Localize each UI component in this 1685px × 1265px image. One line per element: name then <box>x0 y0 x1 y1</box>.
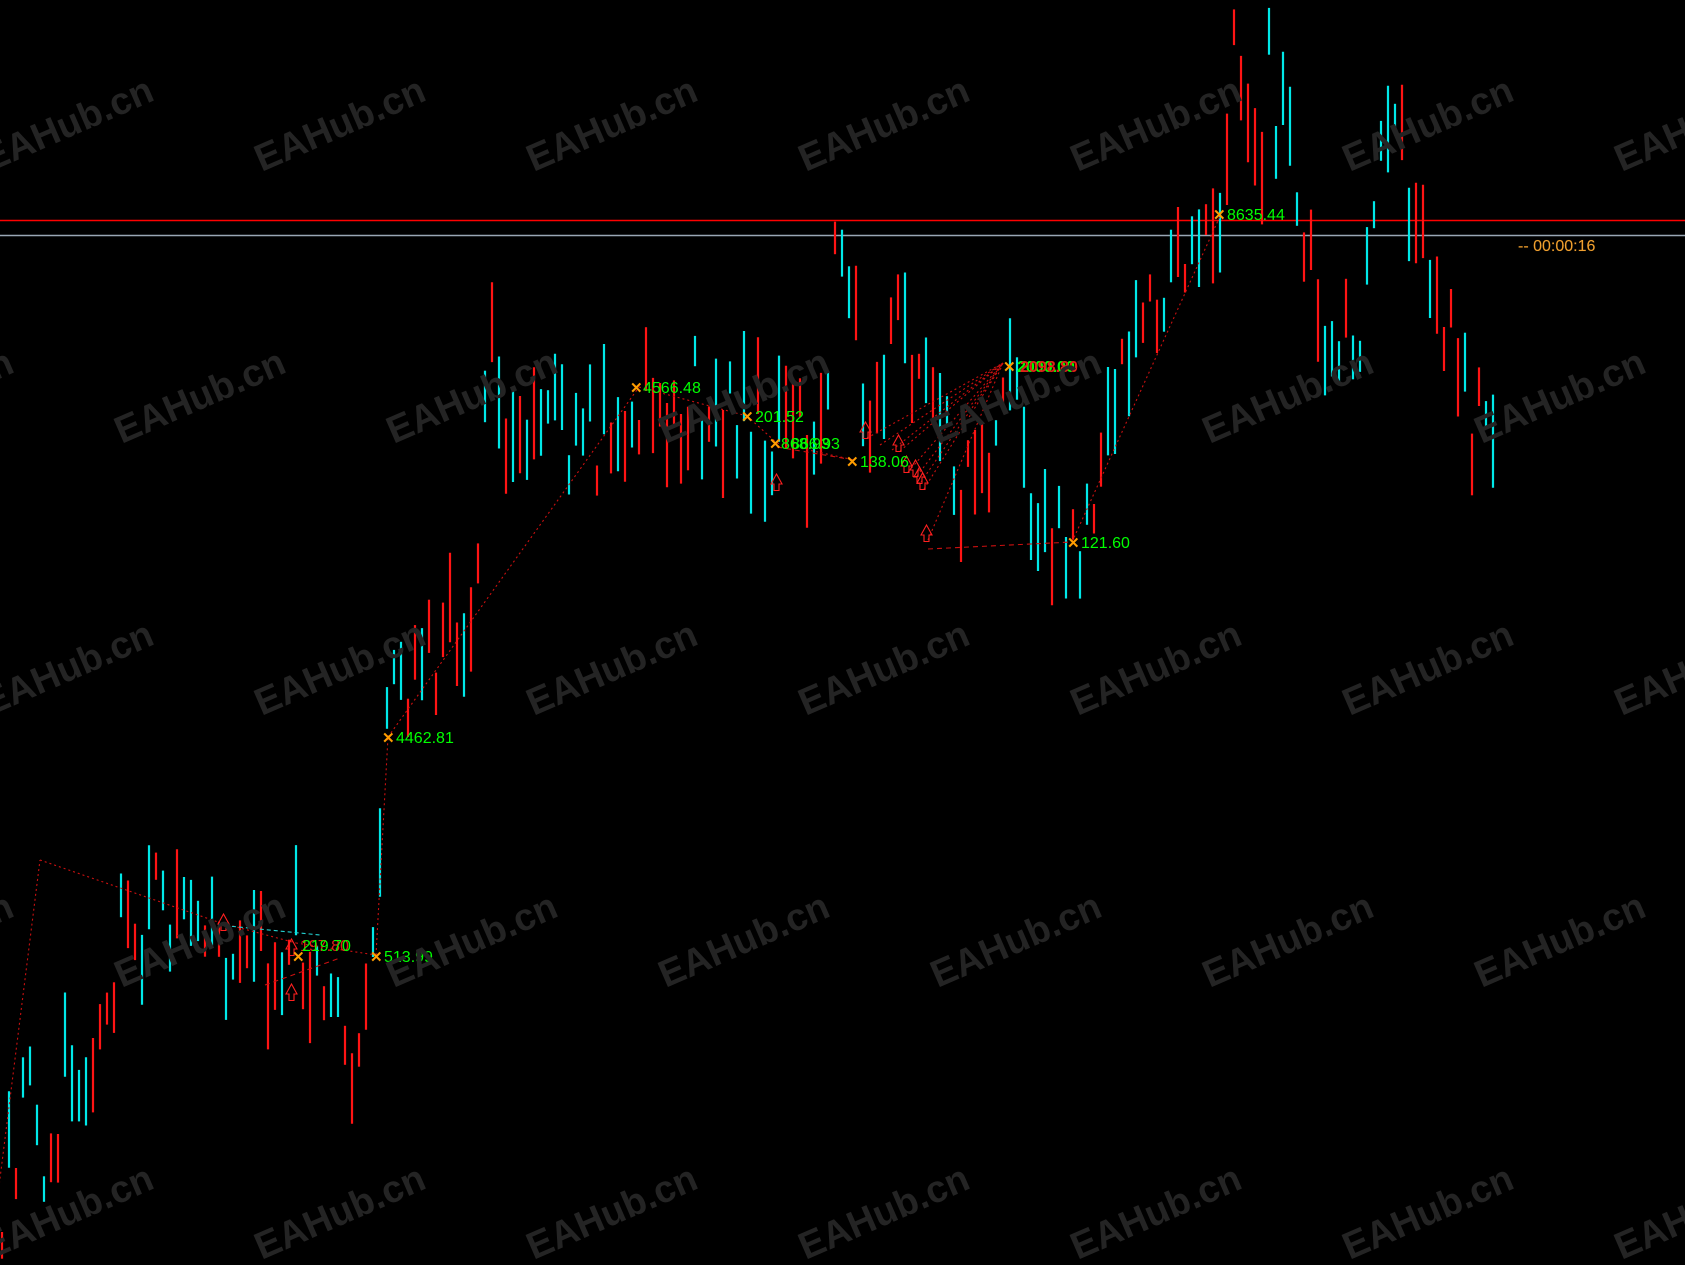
svg-text:✕: ✕ <box>846 454 859 471</box>
svg-text:4566.48: 4566.48 <box>643 380 701 397</box>
svg-text:-- 00:00:16: -- 00:00:16 <box>1518 238 1595 255</box>
svg-text:✕: ✕ <box>1213 207 1226 224</box>
svg-text:201.52: 201.52 <box>755 409 804 426</box>
svg-text:✕: ✕ <box>1067 535 1080 552</box>
svg-text:866.93: 866.93 <box>791 436 840 453</box>
svg-text:✕: ✕ <box>1003 359 1016 376</box>
svg-text:✕: ✕ <box>382 730 395 747</box>
svg-text:✕: ✕ <box>741 409 754 426</box>
svg-text:513.99: 513.99 <box>384 949 433 966</box>
svg-text:✕: ✕ <box>630 380 643 397</box>
svg-text:219.70: 219.70 <box>302 938 351 955</box>
svg-text:4462.81: 4462.81 <box>396 730 454 747</box>
svg-text:138.06: 138.06 <box>860 454 909 471</box>
svg-text:121.60: 121.60 <box>1081 535 1130 552</box>
svg-text:8635.44: 8635.44 <box>1227 207 1285 224</box>
svg-text:✕: ✕ <box>769 436 782 453</box>
svg-text:✕: ✕ <box>370 949 383 966</box>
svg-text:2098.80: 2098.80 <box>1020 359 1078 376</box>
